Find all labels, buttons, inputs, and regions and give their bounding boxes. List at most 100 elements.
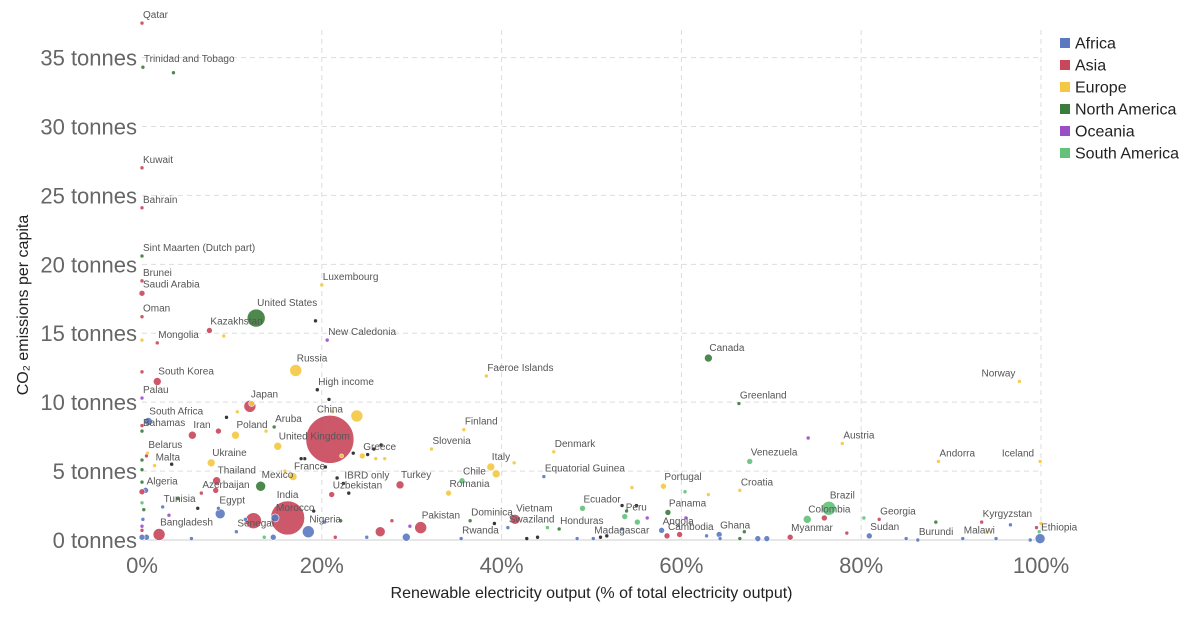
data-point[interactable] bbox=[505, 525, 511, 530]
data-point[interactable] bbox=[139, 523, 145, 529]
data-point[interactable] bbox=[486, 462, 496, 472]
data-point[interactable] bbox=[786, 533, 794, 541]
data-point[interactable] bbox=[644, 515, 650, 521]
data-point[interactable] bbox=[511, 460, 517, 466]
data-point[interactable] bbox=[936, 459, 941, 464]
data-point[interactable] bbox=[746, 458, 754, 465]
data-point[interactable] bbox=[704, 533, 709, 539]
data-point[interactable] bbox=[248, 400, 255, 407]
data-point[interactable] bbox=[524, 536, 530, 541]
data-point[interactable] bbox=[984, 529, 990, 535]
data-point[interactable] bbox=[660, 482, 667, 490]
data-point[interactable] bbox=[255, 480, 266, 492]
data-point[interactable] bbox=[138, 289, 146, 297]
data-point[interactable] bbox=[903, 536, 909, 541]
data-point[interactable] bbox=[492, 521, 497, 526]
data-point[interactable] bbox=[282, 468, 288, 474]
data-point[interactable] bbox=[270, 500, 305, 536]
data-point[interactable] bbox=[763, 535, 771, 542]
data-point[interactable] bbox=[598, 534, 603, 540]
data-point[interactable] bbox=[467, 518, 473, 524]
data-point[interactable] bbox=[621, 513, 629, 520]
data-point[interactable] bbox=[152, 377, 162, 386]
data-point[interactable] bbox=[139, 253, 145, 259]
data-point[interactable] bbox=[289, 364, 303, 377]
data-point[interactable] bbox=[206, 327, 213, 334]
data-point[interactable] bbox=[389, 518, 395, 524]
data-point[interactable] bbox=[840, 441, 845, 446]
data-point[interactable] bbox=[350, 450, 356, 456]
legend-label[interactable]: Africa bbox=[1075, 36, 1116, 53]
data-point[interactable] bbox=[491, 469, 501, 479]
data-point[interactable] bbox=[484, 373, 489, 379]
data-point[interactable] bbox=[736, 401, 742, 406]
data-point[interactable] bbox=[263, 428, 269, 434]
data-point[interactable] bbox=[658, 527, 665, 534]
data-point[interactable] bbox=[933, 519, 939, 525]
data-point[interactable] bbox=[216, 505, 221, 511]
data-point[interactable] bbox=[138, 533, 146, 541]
data-point[interactable] bbox=[199, 490, 204, 496]
data-point[interactable] bbox=[169, 461, 174, 467]
data-point[interactable] bbox=[1027, 537, 1033, 543]
data-point[interactable] bbox=[556, 526, 562, 532]
legend-label[interactable]: Oceania bbox=[1075, 124, 1135, 141]
data-point[interactable] bbox=[634, 518, 641, 526]
data-point[interactable] bbox=[458, 477, 466, 485]
data-point[interactable] bbox=[139, 395, 145, 401]
data-point[interactable] bbox=[1017, 379, 1022, 384]
data-point[interactable] bbox=[140, 517, 146, 522]
data-point[interactable] bbox=[139, 467, 145, 473]
data-point[interactable] bbox=[319, 282, 325, 288]
data-point[interactable] bbox=[619, 526, 625, 532]
data-point[interactable] bbox=[140, 64, 146, 70]
data-point[interactable] bbox=[206, 458, 216, 468]
legend-label[interactable]: North America bbox=[1075, 102, 1176, 119]
data-point[interactable] bbox=[246, 308, 266, 328]
data-point[interactable] bbox=[1034, 525, 1039, 530]
data-point[interactable] bbox=[382, 456, 388, 461]
data-point[interactable] bbox=[139, 278, 145, 284]
data-point[interactable] bbox=[682, 489, 688, 495]
data-point[interactable] bbox=[166, 512, 172, 518]
data-point[interactable] bbox=[152, 463, 157, 468]
data-point[interactable] bbox=[326, 397, 332, 402]
legend-label[interactable]: Europe bbox=[1075, 80, 1127, 97]
data-point[interactable] bbox=[139, 314, 145, 320]
data-point[interactable] bbox=[302, 525, 315, 539]
data-point[interactable] bbox=[742, 529, 747, 535]
data-point[interactable] bbox=[634, 503, 639, 508]
data-point[interactable] bbox=[876, 517, 882, 522]
data-point[interactable] bbox=[579, 504, 586, 512]
data-point[interactable] bbox=[407, 523, 413, 529]
data-point[interactable] bbox=[364, 534, 370, 540]
data-point[interactable] bbox=[288, 472, 298, 481]
data-point[interactable] bbox=[338, 518, 343, 524]
data-point[interactable] bbox=[154, 340, 160, 346]
data-point[interactable] bbox=[139, 428, 145, 434]
data-point[interactable] bbox=[458, 536, 464, 541]
data-point[interactable] bbox=[139, 479, 145, 485]
data-point[interactable] bbox=[509, 514, 521, 525]
data-point[interactable] bbox=[189, 536, 194, 541]
data-point[interactable] bbox=[535, 534, 540, 540]
data-point[interactable] bbox=[754, 535, 762, 542]
data-point[interactable] bbox=[624, 508, 629, 514]
data-point[interactable] bbox=[138, 488, 146, 496]
data-point[interactable] bbox=[664, 509, 672, 516]
legend-label[interactable]: Asia bbox=[1075, 58, 1106, 75]
data-point[interactable] bbox=[171, 70, 176, 76]
data-point[interactable] bbox=[402, 532, 411, 542]
data-point[interactable] bbox=[269, 533, 277, 541]
data-point[interactable] bbox=[270, 513, 280, 523]
data-point[interactable] bbox=[717, 536, 723, 541]
data-point[interactable] bbox=[861, 515, 867, 521]
data-point[interactable] bbox=[139, 165, 145, 171]
data-point[interactable] bbox=[545, 525, 550, 530]
data-point[interactable] bbox=[663, 532, 671, 540]
data-point[interactable] bbox=[224, 415, 229, 420]
data-point[interactable] bbox=[683, 515, 689, 521]
data-point[interactable] bbox=[139, 205, 145, 211]
data-point[interactable] bbox=[221, 333, 227, 339]
data-point[interactable] bbox=[341, 481, 346, 486]
